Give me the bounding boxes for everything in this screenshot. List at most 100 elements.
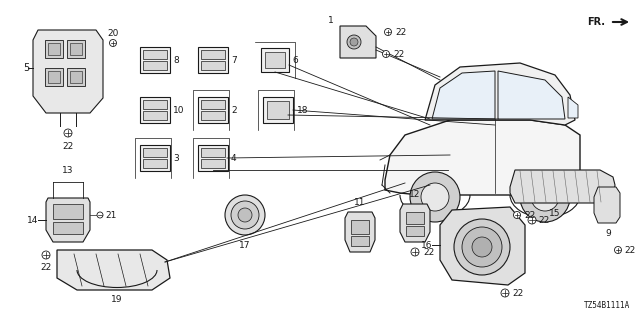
Circle shape <box>501 289 509 297</box>
Text: 4: 4 <box>231 154 237 163</box>
Bar <box>265 52 285 68</box>
Circle shape <box>454 219 510 275</box>
Bar <box>140 47 170 73</box>
Polygon shape <box>385 120 580 195</box>
Polygon shape <box>568 97 578 118</box>
Circle shape <box>383 51 390 58</box>
Circle shape <box>614 246 621 253</box>
Circle shape <box>109 39 116 46</box>
Bar <box>140 97 170 123</box>
Text: 22: 22 <box>393 50 404 59</box>
Circle shape <box>410 172 460 222</box>
Text: 18: 18 <box>297 106 308 115</box>
Circle shape <box>238 208 252 222</box>
Text: FR.: FR. <box>587 17 605 27</box>
Bar <box>201 61 225 70</box>
Bar <box>70 43 82 55</box>
Text: 19: 19 <box>111 295 123 305</box>
Text: 15: 15 <box>549 209 561 218</box>
Bar <box>201 100 225 109</box>
Text: 9: 9 <box>605 228 611 237</box>
Bar <box>263 97 293 123</box>
Bar <box>406 212 424 224</box>
Circle shape <box>225 195 265 235</box>
Bar <box>45 68 63 86</box>
Circle shape <box>97 212 103 218</box>
Text: 3: 3 <box>173 154 179 163</box>
Text: 22: 22 <box>538 215 549 225</box>
Circle shape <box>513 212 520 219</box>
Polygon shape <box>400 204 430 242</box>
Bar <box>143 159 167 168</box>
Polygon shape <box>432 71 495 119</box>
Bar <box>201 148 225 157</box>
Bar <box>67 68 85 86</box>
Text: 22: 22 <box>62 141 74 150</box>
Bar <box>406 226 424 236</box>
Text: 12: 12 <box>410 189 420 198</box>
Polygon shape <box>57 250 170 290</box>
Bar <box>143 111 167 120</box>
Circle shape <box>231 201 259 229</box>
Text: 13: 13 <box>62 165 74 174</box>
Circle shape <box>64 129 72 137</box>
Text: 22: 22 <box>524 211 535 220</box>
Polygon shape <box>440 207 525 285</box>
Text: 22: 22 <box>423 247 435 257</box>
Text: 7: 7 <box>231 55 237 65</box>
Text: TZ54B1111A: TZ54B1111A <box>584 301 630 310</box>
Text: 17: 17 <box>239 241 251 250</box>
Bar <box>48 71 60 83</box>
Polygon shape <box>425 63 575 125</box>
Circle shape <box>531 183 559 211</box>
Text: 6: 6 <box>292 55 298 65</box>
Bar <box>201 50 225 59</box>
Text: 8: 8 <box>173 55 179 65</box>
Circle shape <box>421 183 449 211</box>
Text: 16: 16 <box>420 241 432 250</box>
Text: 11: 11 <box>355 197 365 206</box>
Text: 2: 2 <box>231 106 237 115</box>
Circle shape <box>462 227 502 267</box>
Circle shape <box>350 38 358 46</box>
Bar <box>67 40 85 58</box>
Bar <box>143 148 167 157</box>
Text: 5: 5 <box>23 63 29 73</box>
Bar <box>351 236 369 246</box>
Bar <box>143 100 167 109</box>
Bar <box>198 47 228 73</box>
Text: 14: 14 <box>28 215 38 225</box>
Bar <box>53 222 83 234</box>
Text: 10: 10 <box>173 106 184 115</box>
Bar <box>143 50 167 59</box>
Circle shape <box>385 28 392 36</box>
Circle shape <box>42 251 50 259</box>
Text: 1: 1 <box>328 15 333 25</box>
Text: 21: 21 <box>105 211 116 220</box>
Polygon shape <box>340 26 376 58</box>
Circle shape <box>472 237 492 257</box>
Bar <box>48 43 60 55</box>
Bar <box>201 159 225 168</box>
Polygon shape <box>345 212 375 252</box>
Bar <box>267 101 289 119</box>
Text: 22: 22 <box>40 263 52 273</box>
Polygon shape <box>33 30 103 113</box>
Polygon shape <box>46 198 90 242</box>
Polygon shape <box>498 71 565 119</box>
Text: 22: 22 <box>624 245 636 254</box>
Text: 22: 22 <box>395 28 406 36</box>
Bar <box>53 204 83 219</box>
Circle shape <box>347 35 361 49</box>
Circle shape <box>520 172 570 222</box>
Bar <box>201 111 225 120</box>
Bar <box>198 145 228 171</box>
Bar <box>140 145 170 171</box>
Bar <box>70 71 82 83</box>
Circle shape <box>411 248 419 256</box>
Bar <box>198 97 228 123</box>
Text: 20: 20 <box>108 28 118 37</box>
Polygon shape <box>510 170 615 203</box>
Bar <box>143 61 167 70</box>
Circle shape <box>528 216 536 224</box>
